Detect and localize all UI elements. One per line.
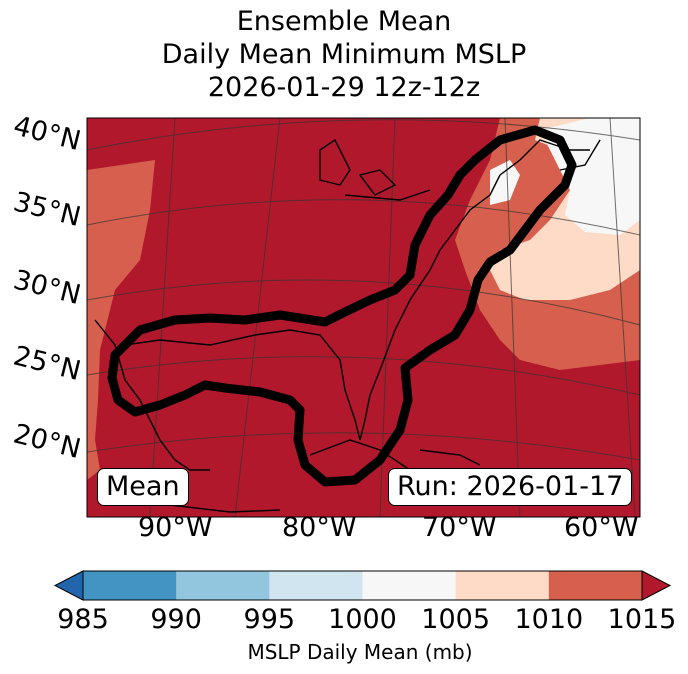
mslp-contour (107, 125, 577, 487)
colorbar-extend-low (53, 570, 84, 601)
run-date-box: Run: 2026-01-17 (388, 468, 633, 506)
colorbar-tick-label: 995 (243, 604, 296, 635)
colorbar-tick-label: 985 (57, 604, 109, 635)
lon-label-80w: 80°W (282, 512, 357, 543)
lon-label-90w: 90°W (138, 512, 213, 543)
colorbar-tick-label: 1005 (421, 604, 491, 635)
colorbar-tick-label: 1015 (607, 604, 677, 635)
lon-label-70w: 70°W (422, 512, 497, 543)
title-line-2: Daily Mean Minimum MSLP (161, 39, 527, 70)
coastlines (94, 138, 601, 513)
mslp-fill-995-1000-coast (490, 160, 520, 205)
colorbar-segment (455, 571, 550, 600)
colorbar-segment (548, 571, 643, 600)
colorbar-segment (269, 571, 363, 600)
colorbar (53, 570, 672, 601)
colorbar-label: MSLP Daily Mean (mb) (247, 640, 473, 664)
title-line-3: 2026-01-29 12z-12z (207, 72, 481, 103)
colorbar-extend-high (641, 570, 672, 601)
lon-label-60w: 60°W (564, 512, 639, 543)
title-line-1: Ensemble Mean (236, 6, 452, 37)
colorbar-segment (83, 571, 177, 600)
colorbar-segment (362, 571, 457, 600)
colorbar-tick-label: 1010 (514, 604, 584, 635)
colorbar-tick-label: 1000 (328, 604, 397, 635)
colorbar-segment (176, 571, 270, 600)
mslp-fill-west-1005-1010 (87, 160, 155, 480)
map-panel (86, 117, 641, 518)
colorbar-tick-label: 990 (150, 604, 202, 635)
mean-label-box: Mean (97, 468, 189, 506)
